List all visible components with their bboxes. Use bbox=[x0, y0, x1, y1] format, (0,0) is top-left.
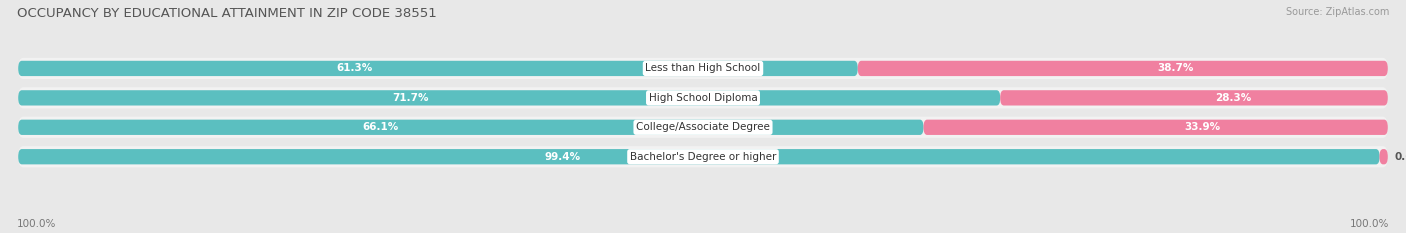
Text: 28.3%: 28.3% bbox=[1215, 93, 1251, 103]
FancyBboxPatch shape bbox=[924, 120, 1388, 135]
FancyBboxPatch shape bbox=[18, 120, 924, 135]
Text: 71.7%: 71.7% bbox=[392, 93, 429, 103]
FancyBboxPatch shape bbox=[18, 90, 1000, 106]
FancyBboxPatch shape bbox=[18, 149, 1379, 164]
FancyBboxPatch shape bbox=[18, 146, 1388, 167]
FancyBboxPatch shape bbox=[18, 117, 1388, 138]
Text: 61.3%: 61.3% bbox=[336, 63, 373, 73]
Text: 38.7%: 38.7% bbox=[1157, 63, 1194, 73]
Text: 100.0%: 100.0% bbox=[1350, 219, 1389, 229]
FancyBboxPatch shape bbox=[858, 61, 1388, 76]
FancyBboxPatch shape bbox=[18, 87, 1388, 108]
Text: Less than High School: Less than High School bbox=[645, 63, 761, 73]
Text: Bachelor's Degree or higher: Bachelor's Degree or higher bbox=[630, 152, 776, 162]
FancyBboxPatch shape bbox=[1379, 149, 1388, 164]
FancyBboxPatch shape bbox=[18, 61, 858, 76]
Text: 0.61%: 0.61% bbox=[1395, 152, 1406, 162]
Text: High School Diploma: High School Diploma bbox=[648, 93, 758, 103]
Text: OCCUPANCY BY EDUCATIONAL ATTAINMENT IN ZIP CODE 38551: OCCUPANCY BY EDUCATIONAL ATTAINMENT IN Z… bbox=[17, 7, 437, 20]
FancyBboxPatch shape bbox=[1000, 90, 1388, 106]
Text: 100.0%: 100.0% bbox=[17, 219, 56, 229]
Text: Source: ZipAtlas.com: Source: ZipAtlas.com bbox=[1285, 7, 1389, 17]
Text: 33.9%: 33.9% bbox=[1184, 122, 1220, 132]
FancyBboxPatch shape bbox=[18, 58, 1388, 79]
Text: College/Associate Degree: College/Associate Degree bbox=[636, 122, 770, 132]
Text: 66.1%: 66.1% bbox=[363, 122, 398, 132]
Legend: Owner-occupied, Renter-occupied: Owner-occupied, Renter-occupied bbox=[583, 230, 823, 233]
Text: 99.4%: 99.4% bbox=[544, 152, 581, 162]
